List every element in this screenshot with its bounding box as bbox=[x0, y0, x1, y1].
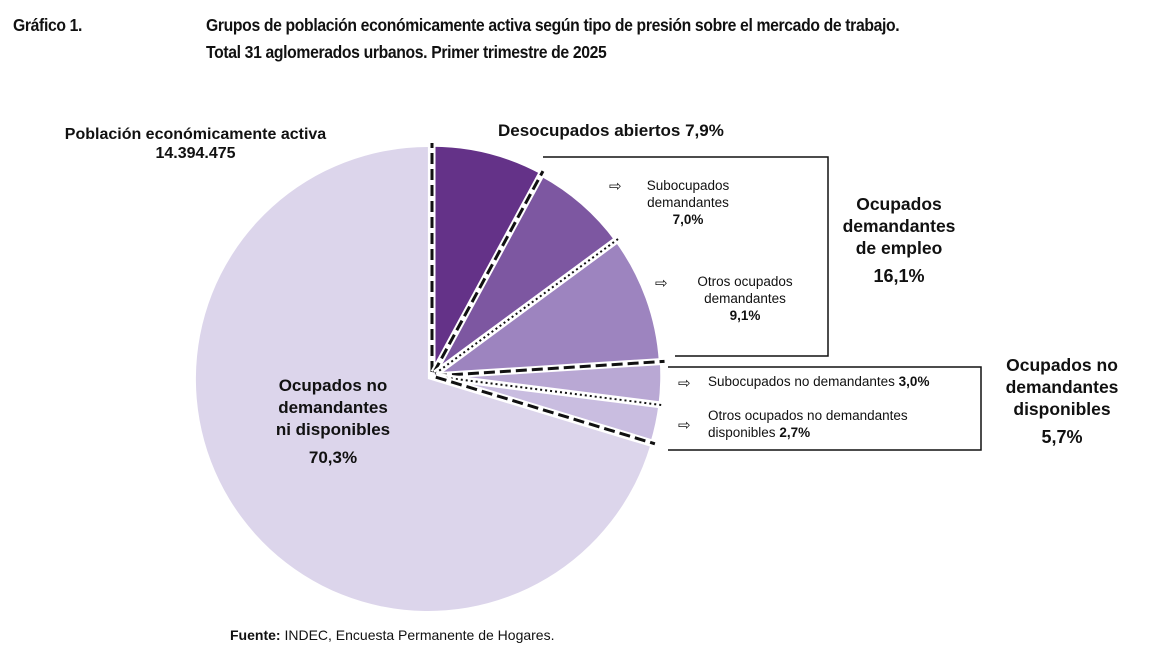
separator-subocupados-no-dem bbox=[435, 375, 664, 407]
label-subocupados-dem-line1: Subocupados bbox=[646, 178, 730, 193]
label-no-dem-ni-disp-line2: demandantes bbox=[278, 398, 388, 417]
label-desocupados-pct: 7,9% bbox=[685, 121, 724, 140]
label-subocupados-dem-line2: demandantes bbox=[647, 195, 729, 210]
group-demandantes-line1: Ocupados bbox=[856, 194, 942, 214]
group-no-dem-pct: 5,7% bbox=[1041, 427, 1083, 447]
total-label-text: Población económicamente activa bbox=[64, 126, 327, 143]
label-subocupados-no-dem: Subocupados no demandantes 3,0% bbox=[708, 374, 929, 389]
group-no-dem-line3: disponibles bbox=[1013, 399, 1111, 419]
label-no-dem-ni-disp-line1: Ocupados no bbox=[278, 376, 388, 395]
total-value: 14.394.475 bbox=[155, 145, 236, 162]
arrow-icon: ⇨ bbox=[678, 417, 691, 434]
arrow-icon: ⇨ bbox=[655, 275, 668, 292]
label-otros-no-dem: Otros ocupados no demandantes disponible… bbox=[708, 407, 908, 441]
slice-no-demandantes-ni-disponibles bbox=[195, 147, 650, 612]
group-demandantes-line3: de empleo bbox=[855, 238, 943, 258]
source-text: INDEC, Encuesta Permanente de Hogares. bbox=[284, 627, 555, 643]
source-label: Fuente: bbox=[230, 627, 281, 643]
group-no-dem-line2: demandantes bbox=[1005, 377, 1119, 397]
label-desocupados: Desocupados abiertos 7,9% bbox=[498, 121, 724, 141]
label-subocupados-dem-pct: 7,0% bbox=[672, 212, 704, 227]
group-no-dem-line1: Ocupados no bbox=[1006, 355, 1118, 375]
separator-desocupados bbox=[432, 170, 545, 374]
group-demandantes-pct: 16,1% bbox=[873, 266, 925, 286]
label-no-dem-ni-disp-pct: 70,3% bbox=[308, 448, 358, 467]
arrow-icon: ⇨ bbox=[678, 375, 691, 392]
label-otros-dem-line2: demandantes bbox=[704, 291, 786, 306]
source-note: Fuente: INDEC, Encuesta Permanente de Ho… bbox=[230, 627, 554, 643]
label-subocupados-no-dem-text: Subocupados no demandantes bbox=[708, 374, 895, 389]
group-label-demandantes: Ocupados demandantes de empleo 16,1% bbox=[828, 193, 970, 287]
total-label: Población económicamente activa 14.394.4… bbox=[28, 125, 363, 163]
figure-label: Gráfico 1. bbox=[13, 15, 83, 35]
slice-otros-demandantes bbox=[429, 239, 661, 377]
label-otros-no-dem-pct: 2,7% bbox=[779, 425, 811, 440]
bracket-no-demandantes-disponibles bbox=[668, 366, 982, 451]
label-subocupados-no-dem-pct: 3,0% bbox=[898, 374, 930, 389]
label-otros-no-dem-line2: disponibles bbox=[708, 425, 776, 440]
label-desocupados-text: Desocupados abiertos bbox=[498, 121, 681, 140]
label-otros-no-dem-line1: Otros ocupados no demandantes bbox=[708, 408, 908, 423]
label-otros-dem-pct: 9,1% bbox=[729, 308, 761, 323]
group-demandantes-line2: demandantes bbox=[842, 216, 956, 236]
label-otros-dem: Otros ocupados demandantes 9,1% bbox=[680, 273, 810, 324]
separator-no-demandantes-end bbox=[435, 375, 656, 446]
label-subocupados-dem: Subocupados demandantes 7,0% bbox=[628, 177, 748, 228]
label-no-dem-ni-disp-line3: ni disponibles bbox=[275, 420, 391, 439]
label-no-dem-ni-disp: Ocupados no demandantes ni disponibles 7… bbox=[258, 375, 408, 469]
chart-title-line1: Grupos de población económicamente activ… bbox=[206, 15, 900, 35]
arrow-icon: ⇨ bbox=[609, 178, 622, 195]
separator-demandantes-end bbox=[435, 359, 665, 378]
chart-title-line2: Total 31 aglomerados urbanos. Primer tri… bbox=[206, 42, 607, 62]
group-label-no-demandantes-disponibles: Ocupados no demandantes disponibles 5,7% bbox=[988, 354, 1136, 448]
bracket-demandantes bbox=[543, 156, 829, 357]
label-otros-dem-line1: Otros ocupados bbox=[697, 274, 793, 289]
separator-subocupados-dem bbox=[434, 237, 621, 375]
